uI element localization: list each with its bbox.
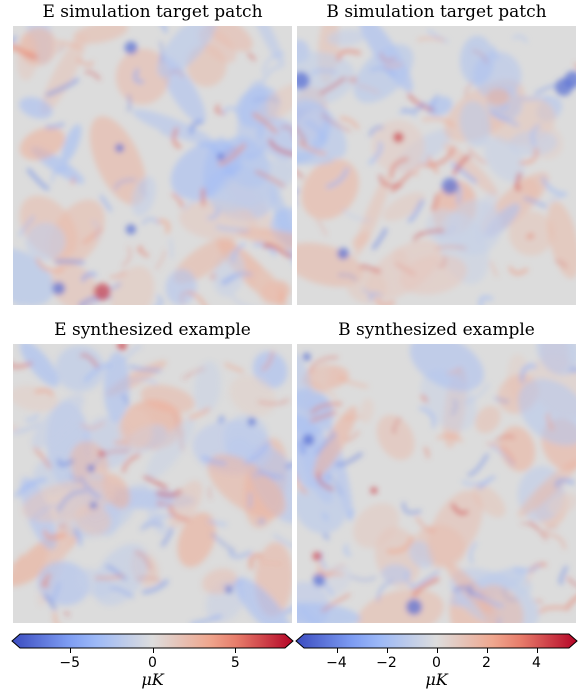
colorbar-tick-mark xyxy=(235,648,237,653)
colorbar-tick-label: 5 xyxy=(230,655,240,671)
colorbar-tick-label: −5 xyxy=(59,655,81,671)
colorbar-tick-mark xyxy=(69,648,71,653)
b-synth-map xyxy=(297,344,576,623)
colorbar-e: −5 0 5 μK xyxy=(11,633,294,691)
colorbar-b: −4 −2 0 2 4 μK xyxy=(295,633,578,691)
colorbar-tick-label: 2 xyxy=(482,655,491,671)
panel-title-b-target: B simulation target patch xyxy=(326,2,547,22)
colorbar-tick-label: −2 xyxy=(376,655,397,671)
colorbar-tick-label: 0 xyxy=(148,655,157,671)
b-target-map-image xyxy=(297,26,576,305)
colorbar-b-gradient xyxy=(295,633,578,649)
colorbar-tick-mark xyxy=(336,648,338,653)
b-synth-map-image xyxy=(297,344,576,623)
b-target-map xyxy=(297,26,576,305)
panel-title-e-synth: E synthesized example xyxy=(54,320,251,340)
colorbar-tick-label: 4 xyxy=(532,655,541,671)
e-target-map-image xyxy=(13,26,292,305)
e-synth-map-image xyxy=(13,344,292,623)
colorbar-e-gradient xyxy=(11,633,294,649)
e-target-map xyxy=(13,26,292,305)
colorbar-unit-label: μK xyxy=(425,670,448,689)
panel-title-b-synth: B synthesized example xyxy=(338,320,535,340)
colorbar-tick-mark xyxy=(152,648,154,653)
colorbar-tick-mark xyxy=(386,648,388,653)
colorbar-tick-mark xyxy=(436,648,438,653)
colorbar-tick-label: −4 xyxy=(326,655,347,671)
colorbar-unit-label: μK xyxy=(141,670,164,689)
colorbar-tick-label: 0 xyxy=(432,655,441,671)
colorbar-tick-mark xyxy=(536,648,538,653)
e-synth-map xyxy=(13,344,292,623)
panel-title-e-target: E simulation target patch xyxy=(42,2,263,22)
colorbar-tick-mark xyxy=(486,648,488,653)
